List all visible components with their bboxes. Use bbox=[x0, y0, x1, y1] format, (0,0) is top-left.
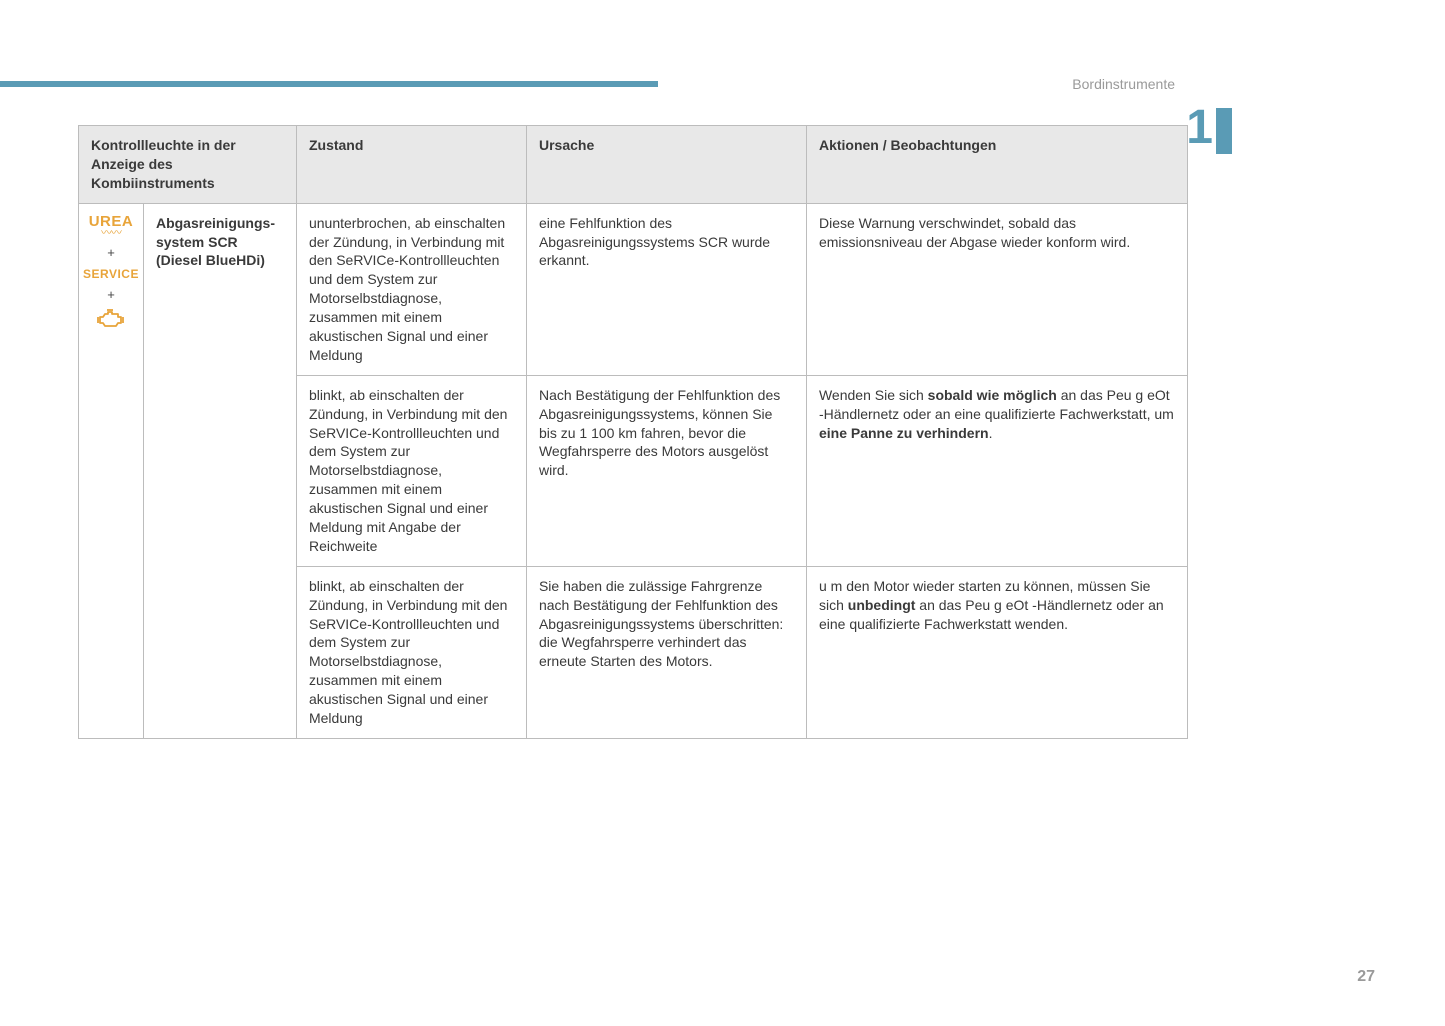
zustand-cell: blinkt, ab einschalten der Zündung, in V… bbox=[296, 566, 526, 738]
col-header-indicator: Kontrollleuchte in der Anzeige des Kombi… bbox=[79, 126, 297, 204]
indicator-icon-cell: UREA 〰〰 + SERVICE + bbox=[79, 203, 144, 738]
col-header-zustand: Zustand bbox=[296, 126, 526, 204]
system-label-cell: Abgasreinigungs-system SCR (Diesel BlueH… bbox=[143, 203, 296, 738]
urea-icon: UREA 〰〰 bbox=[89, 212, 134, 236]
section-header: Bordinstrumente bbox=[1072, 76, 1175, 92]
table-row: UREA 〰〰 + SERVICE + bbox=[79, 203, 1188, 375]
chapter-number: 1 bbox=[1186, 100, 1213, 155]
page-number: 27 bbox=[1357, 968, 1375, 986]
warning-lights-table: Kontrollleuchte in der Anzeige des Kombi… bbox=[78, 125, 1188, 739]
top-accent-bar bbox=[0, 81, 658, 87]
chapter-tab bbox=[1216, 108, 1232, 154]
col-header-aktion: Aktionen / Beobachtungen bbox=[806, 126, 1187, 204]
engine-icon bbox=[83, 308, 139, 335]
bold-text: eine Panne zu verhindern bbox=[819, 425, 989, 441]
ursache-cell: eine Fehlfunktion des Abgasreinigungssys… bbox=[526, 203, 806, 375]
service-icon: SERVICE bbox=[83, 266, 139, 282]
bold-text: sobald wie möglich bbox=[928, 387, 1057, 403]
zustand-cell: blinkt, ab einschalten der Zündung, in V… bbox=[296, 375, 526, 566]
aktion-cell: u m den Motor wieder starten zu können, … bbox=[806, 566, 1187, 738]
zustand-cell: ununterbrochen, ab einschalten der Zündu… bbox=[296, 203, 526, 375]
aktion-cell: Wenden Sie sich sobald wie möglich an da… bbox=[806, 375, 1187, 566]
ursache-cell: Nach Bestätigung der Fehlfunktion des Ab… bbox=[526, 375, 806, 566]
bold-text: unbedingt bbox=[848, 597, 916, 613]
text: . bbox=[989, 425, 993, 441]
plus-icon: + bbox=[83, 286, 139, 304]
col-header-ursache: Ursache bbox=[526, 126, 806, 204]
plus-icon: + bbox=[83, 244, 139, 262]
text: Wenden Sie sich bbox=[819, 387, 928, 403]
ursache-cell: Sie haben die zulässige Fahrgrenze nach … bbox=[526, 566, 806, 738]
aktion-cell: Diese Warnung verschwindet, sobald das e… bbox=[806, 203, 1187, 375]
main-content: Kontrollleuchte in der Anzeige des Kombi… bbox=[78, 125, 1188, 739]
